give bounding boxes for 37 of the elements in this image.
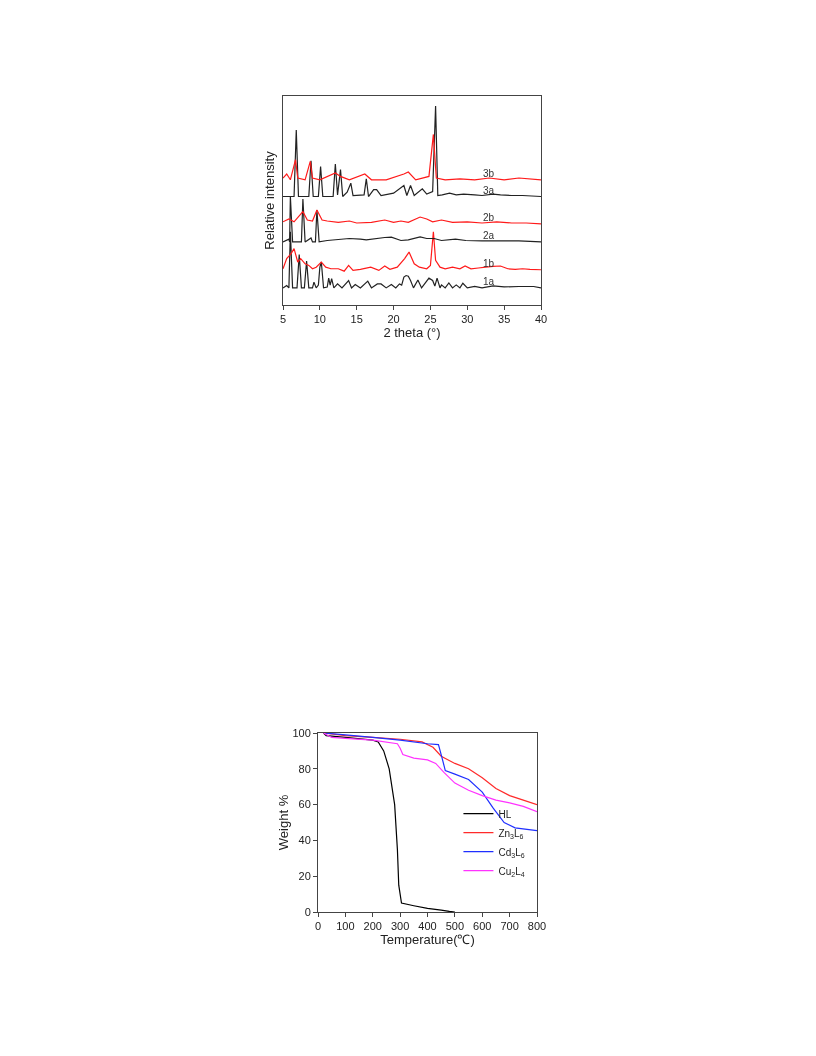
y-tick-label: 60 (298, 798, 311, 811)
series-label: 2a (483, 230, 495, 241)
x-tick-label: 100 (336, 920, 355, 933)
x-tick-label: 25 (424, 313, 437, 326)
x-tick-label: 40 (534, 313, 548, 326)
x-tick-label: 600 (473, 920, 492, 933)
y-tick-label: 0 (304, 905, 311, 918)
x-tick-label: 10 (313, 313, 326, 326)
x-tick-label: 30 (461, 313, 474, 326)
series-label: 3b (483, 168, 495, 179)
legend-label: Cu$_{2}$L$_{4}$ (498, 865, 525, 878)
x-tick-label: 800 (527, 920, 547, 933)
y-tick-label: 20 (298, 870, 311, 883)
x-axis-title: 2 theta (°) (383, 325, 441, 341)
legend-label: Zn$_{3}$L$_{6}$ (498, 827, 524, 840)
series-label: 1a (483, 276, 495, 287)
y-tick-label: 80 (298, 762, 311, 775)
x-tick-label: 500 (445, 920, 465, 933)
series-label: 3a (483, 185, 495, 196)
x-tick-label: 35 (498, 313, 511, 326)
x-tick-label: 15 (350, 313, 363, 326)
x-tick-label: 0 (314, 920, 322, 933)
x-tick-label: 400 (418, 920, 437, 933)
line-series (322, 733, 456, 912)
y-tick-label: 40 (298, 834, 311, 847)
x-tick-label: 200 (363, 920, 382, 933)
y-axis-title: Weight % (276, 794, 291, 851)
x-axis-title: Temperature(℃) (380, 932, 475, 948)
y-tick-label: 100 (292, 726, 311, 739)
x-tick-label: 700 (500, 920, 519, 933)
legend-label: Cd$_{3}$L$_{6}$ (498, 846, 525, 859)
legend-label: HL (498, 808, 512, 820)
x-tick-label: 20 (387, 313, 400, 326)
x-tick-label: 300 (390, 920, 410, 933)
x-tick-label: 5 (279, 313, 287, 326)
series-label: 2b (483, 212, 495, 223)
y-axis-title: Relative intensity (261, 150, 277, 250)
